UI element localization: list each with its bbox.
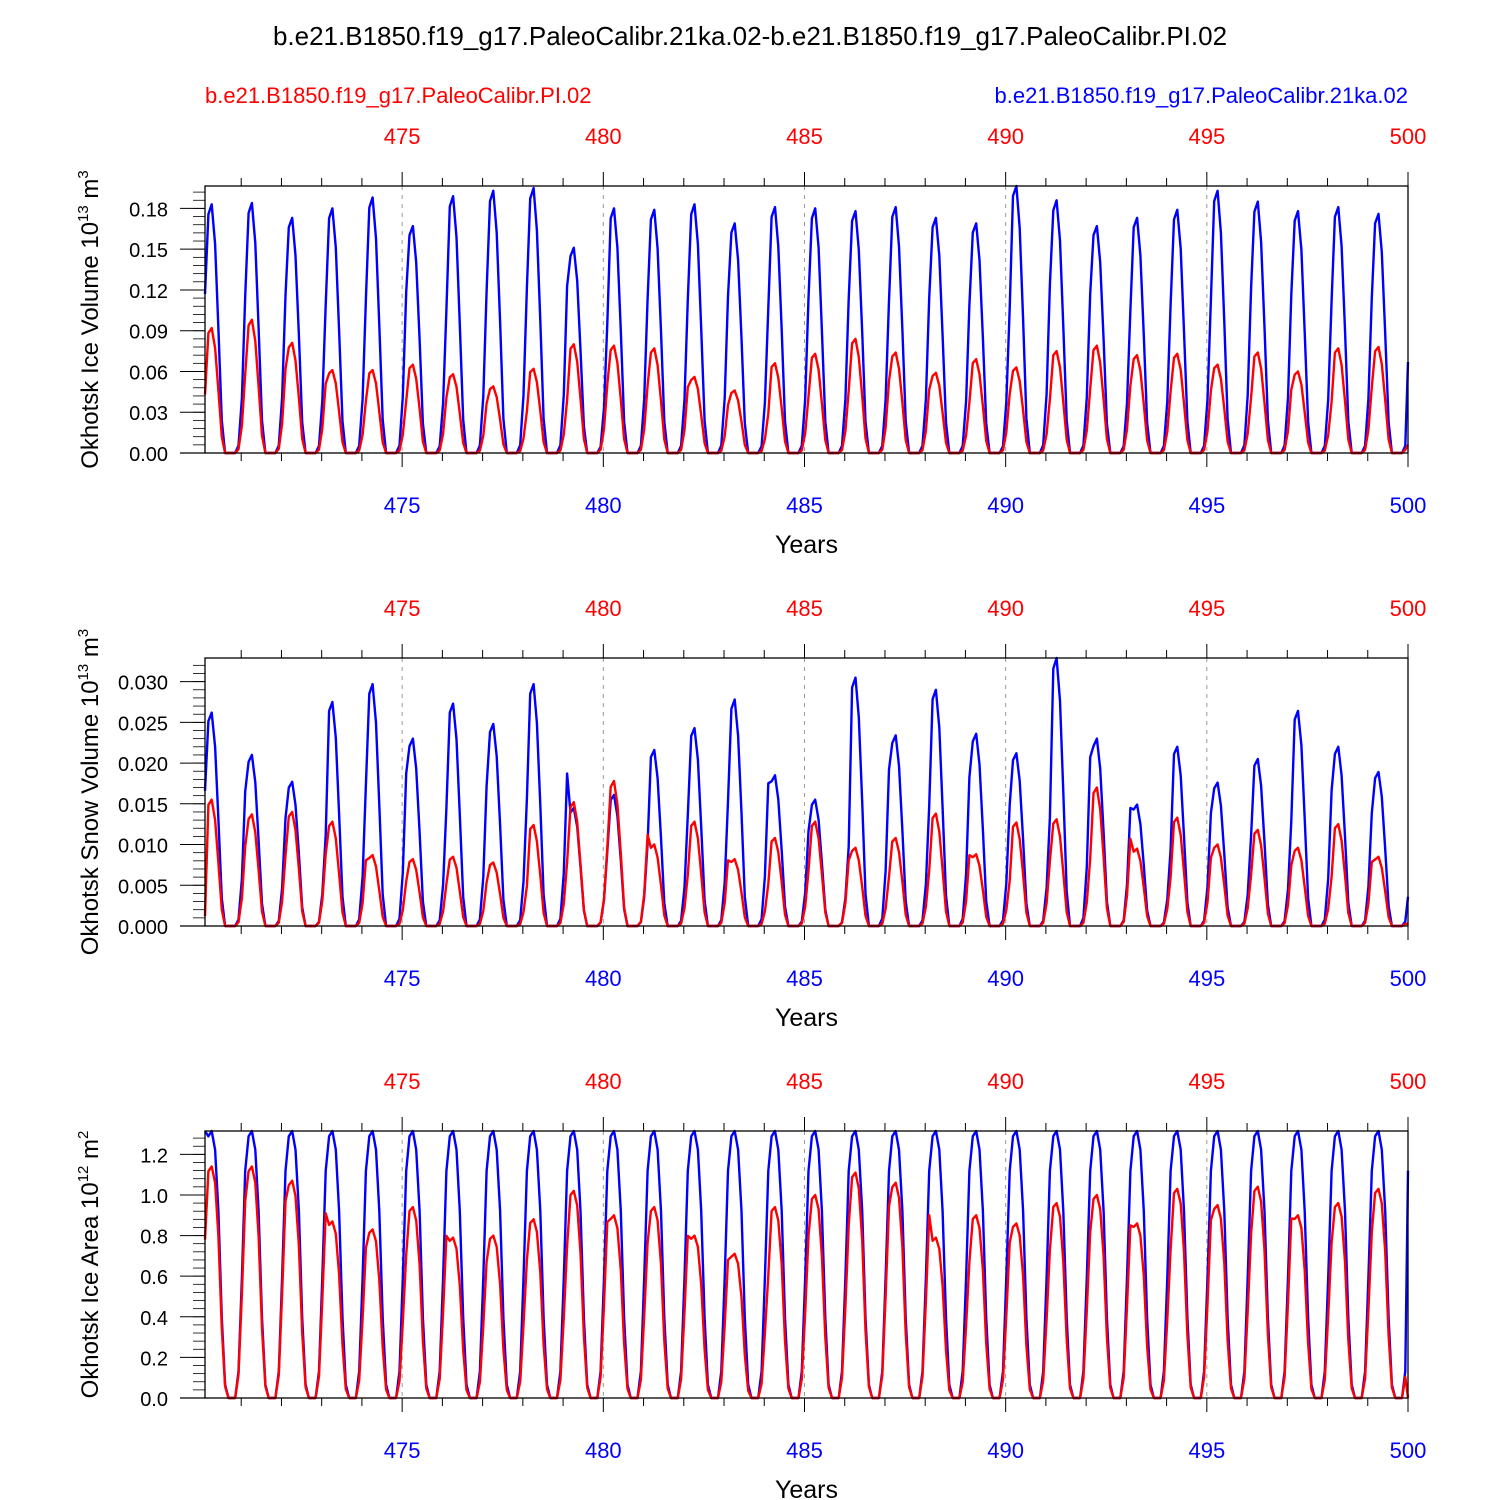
x-tick-label-top: 480 [585, 1069, 622, 1094]
x-axis-label: Years [775, 531, 838, 559]
y-tick-label: 0.005 [118, 876, 168, 898]
x-tick-label-top: 490 [987, 124, 1024, 149]
series-line-pi [203, 779, 1409, 928]
y-tick-label: 0.4 [140, 1308, 168, 1330]
plot-frame [204, 1130, 1409, 1399]
y-tick-label: 0.18 [129, 199, 168, 221]
y-axis-label: Okhotsk Ice Area 1012 m2 [75, 1131, 104, 1399]
legend-label-21ka: b.e21.B1850.f19_g17.PaleoCalibr.21ka.02 [995, 83, 1408, 108]
x-tick-label-top: 500 [1390, 124, 1427, 149]
series-line-21ka [203, 184, 1410, 455]
x-tick-label-top: 475 [384, 596, 421, 621]
x-tick-label-top: 495 [1188, 596, 1225, 621]
series-line-pi [203, 318, 1410, 455]
x-tick-label-bottom: 485 [786, 1438, 823, 1463]
y-tick-label: 0.12 [129, 281, 168, 303]
x-tick-label-top: 485 [786, 124, 823, 149]
x-tick-label-top: 475 [384, 124, 421, 149]
x-tick-label-bottom: 480 [585, 493, 622, 518]
x-tick-label-bottom: 495 [1188, 1438, 1225, 1463]
series-line-21ka [203, 1129, 1410, 1400]
y-tick-label: 0.03 [129, 403, 168, 425]
x-tick-label-bottom: 490 [987, 966, 1024, 991]
x-tick-label-bottom: 495 [1188, 966, 1225, 991]
x-tick-label-bottom: 485 [786, 493, 823, 518]
x-tick-label-bottom: 475 [384, 493, 421, 518]
plot-frame [204, 185, 1409, 454]
y-axis-label: Okhotsk Snow Volume 1013 m3 [75, 629, 104, 956]
x-tick-label-bottom: 475 [384, 966, 421, 991]
y-tick-label: 1.0 [140, 1186, 168, 1208]
y-tick-label: 0.025 [118, 713, 168, 735]
y-tick-label: 0.15 [129, 240, 168, 262]
x-tick-label-top: 485 [786, 1069, 823, 1094]
y-tick-label: 0.010 [118, 836, 168, 858]
y-axis-label: Okhotsk Ice Volume 1013 m3 [75, 170, 104, 469]
y-tick-label: 0.00 [129, 444, 168, 466]
x-tick-label-bottom: 475 [384, 1438, 421, 1463]
x-tick-label-bottom: 480 [585, 1438, 622, 1463]
x-tick-label-bottom: 480 [585, 966, 622, 991]
x-axis-label: Years [775, 1004, 838, 1032]
x-tick-label-bottom: 500 [1390, 1438, 1427, 1463]
series-line-pi [203, 1165, 1410, 1400]
x-tick-label-top: 475 [384, 1069, 421, 1094]
x-tick-label-top: 500 [1390, 1069, 1427, 1094]
x-tick-label-top: 490 [987, 596, 1024, 621]
y-tick-label: 0.0 [140, 1389, 168, 1411]
x-tick-label-top: 495 [1188, 1069, 1225, 1094]
x-tick-label-bottom: 500 [1390, 966, 1427, 991]
x-tick-label-top: 490 [987, 1069, 1024, 1094]
y-tick-label: 0.6 [140, 1267, 168, 1289]
y-tick-label: 0.030 [118, 673, 168, 695]
x-tick-label-bottom: 490 [987, 1438, 1024, 1463]
x-tick-label-top: 480 [585, 124, 622, 149]
y-tick-label: 0.020 [118, 754, 168, 776]
x-axis-label: Years [775, 1476, 838, 1500]
x-tick-label-bottom: 495 [1188, 493, 1225, 518]
figure-title: b.e21.B1850.f19_g17.PaleoCalibr.21ka.02-… [273, 21, 1227, 51]
y-tick-label: 0.8 [140, 1227, 168, 1249]
y-tick-label: 0.2 [140, 1348, 168, 1370]
x-tick-label-bottom: 490 [987, 493, 1024, 518]
y-tick-label: 0.09 [129, 322, 168, 344]
y-tick-label: 0.000 [118, 917, 168, 939]
x-tick-label-bottom: 485 [786, 966, 823, 991]
plot-frame [204, 657, 1409, 927]
panel-ice-volume: 0.00 0.03 0.06 0.09 0.12 0.15 0.18 475 475 480 480… [75, 124, 1426, 559]
x-tick-label-top: 485 [786, 596, 823, 621]
y-tick-label: 0.015 [118, 795, 168, 817]
panel-snow-volume: 0.000 0.005 0.010 0.015 0.020 0.025 0.030 475 47… [75, 596, 1426, 1032]
series-line-21ka [203, 656, 1410, 928]
x-tick-label-top: 480 [585, 596, 622, 621]
x-tick-label-top: 500 [1390, 596, 1427, 621]
y-tick-label: 1.2 [140, 1145, 168, 1167]
x-tick-label-top: 495 [1188, 124, 1225, 149]
x-tick-label-bottom: 500 [1390, 493, 1427, 518]
legend-label-pi: b.e21.B1850.f19_g17.PaleoCalibr.PI.02 [205, 83, 592, 108]
panel-ice-area: 0.0 0.2 0.4 0.6 0.8 1.0 1.2 475 475 480 480 485 485 4… [75, 1069, 1426, 1500]
y-tick-label: 0.06 [129, 362, 168, 384]
